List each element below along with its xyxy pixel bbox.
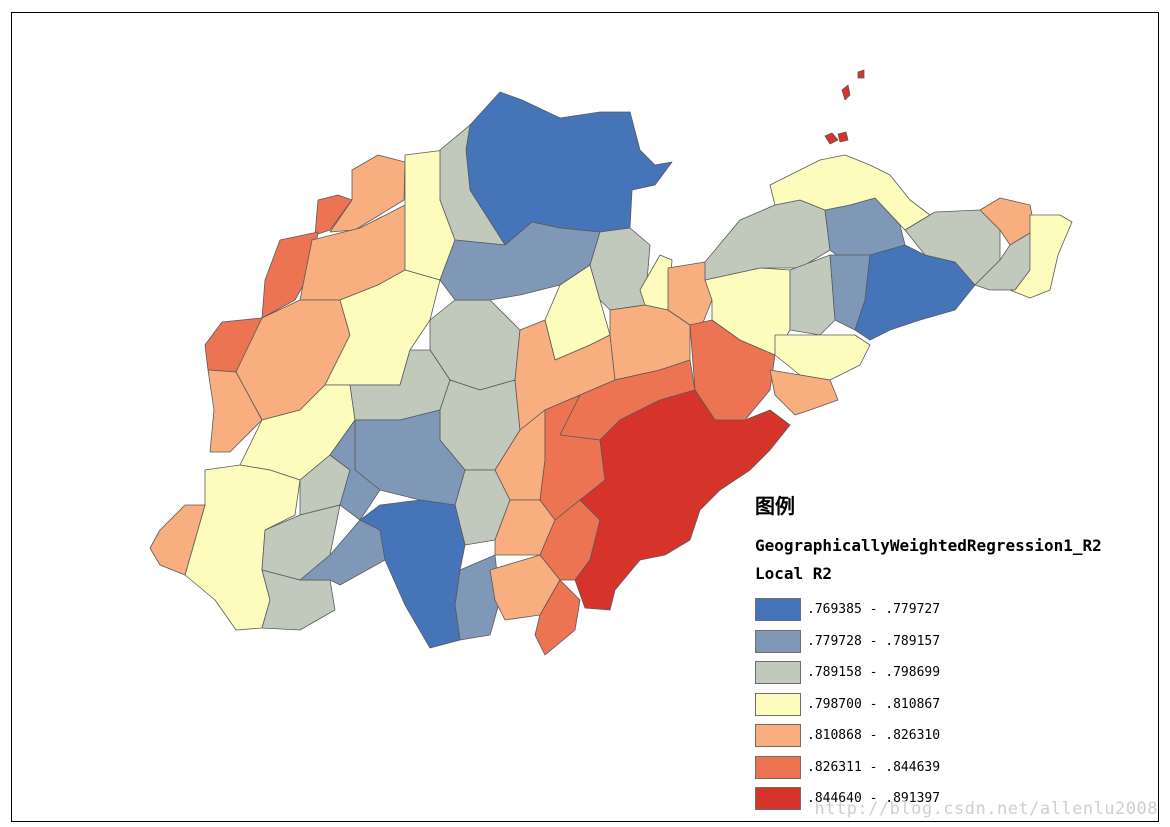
region-west-light-orange-1 [329, 154, 406, 233]
region-cream-south-coast [774, 334, 871, 381]
island-4 [857, 69, 865, 79]
map-legend: 图例 GeographicallyWeightedRegression1_R2 … [755, 492, 1160, 815]
region-west-orange-1 [314, 194, 353, 236]
legend-classes: .769385 - .779727 .779728 - .789157 .78915… [755, 594, 1160, 815]
legend-swatch [755, 787, 801, 811]
legend-range-label: .810868 - .826310 [807, 728, 941, 744]
region-grey-east-2 [789, 254, 836, 336]
legend-range-label: .826311 - .844639 [807, 759, 941, 775]
region-west-light-orange-4 [207, 369, 263, 453]
region-lo-se-coast [769, 369, 839, 416]
legend-layer-name: GeographicallyWeightedRegression1_R2 [755, 536, 1102, 555]
legend-class-row: .810868 - .826310 [755, 720, 1160, 752]
legend-range-label: .844640 - .891397 [807, 791, 941, 807]
region-north-blue [465, 91, 673, 246]
legend-class-row: .789158 - .798699 [755, 657, 1160, 689]
region-or-e-5 [534, 579, 581, 656]
island-1 [841, 84, 851, 101]
region-west-orange-2 [261, 231, 319, 319]
legend-range-label: .769385 - .779727 [807, 602, 941, 618]
legend-range-label: .779728 - .789157 [807, 633, 941, 649]
watermark: http://blog.csdn.net/allenlu2008 [814, 799, 1158, 819]
region-blue-east [854, 244, 976, 341]
island-2 [824, 132, 839, 145]
legend-class-row: .844640 - .891397 [755, 783, 1160, 815]
region-steel-south-2 [454, 554, 501, 641]
region-grey-ce [589, 227, 651, 311]
legend-swatch [755, 629, 801, 653]
legend-swatch [755, 598, 801, 622]
region-grey-north [439, 124, 506, 246]
legend-class-row: .798700 - .810867 [755, 689, 1160, 721]
legend-swatch [755, 661, 801, 685]
legend-swatch [755, 755, 801, 779]
legend-class-row: .826311 - .844639 [755, 752, 1160, 784]
legend-swatch [755, 724, 801, 748]
region-steel-central-2 [329, 419, 381, 521]
region-south-blue [359, 499, 466, 649]
legend-swatch [755, 692, 801, 716]
region-red-se [574, 389, 791, 611]
region-light-orange-far-sw [149, 504, 206, 576]
region-cream-tip [1009, 214, 1073, 299]
legend-range-label: .798700 - .810867 [807, 696, 941, 712]
legend-class-row: .779728 - .789157 [755, 626, 1160, 658]
island-3 [837, 131, 849, 143]
legend-class-row: .769385 - .779727 [755, 594, 1160, 626]
legend-range-label: .789158 - .798699 [807, 665, 941, 681]
legend-title: 图例 [755, 494, 795, 518]
legend-field-name: Local R2 [755, 564, 833, 583]
